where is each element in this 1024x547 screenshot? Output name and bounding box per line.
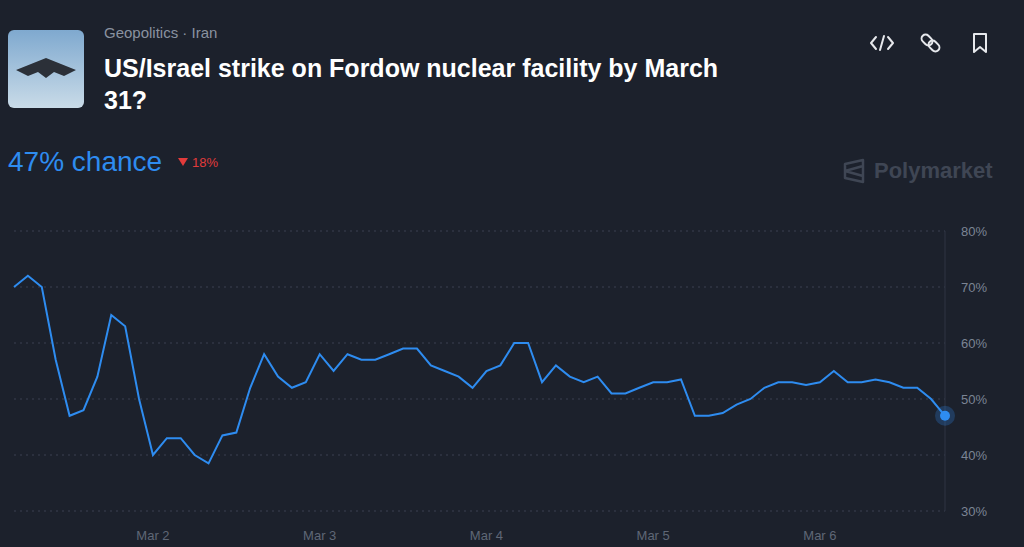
svg-text:40%: 40% xyxy=(961,448,987,463)
svg-text:Mar 3: Mar 3 xyxy=(303,528,336,543)
svg-text:70%: 70% xyxy=(961,280,987,295)
svg-text:Mar 5: Mar 5 xyxy=(637,528,670,543)
html-text:18%: 18% xyxy=(192,154,219,170)
html-text:Geopolitics · Iran: Geopolitics · Iran xyxy=(104,24,218,41)
html-text:Polymarket: Polymarket xyxy=(874,158,993,183)
svg-text:Mar 4: Mar 4 xyxy=(470,528,503,543)
svg-text:Mar 2: Mar 2 xyxy=(136,528,169,543)
svg-text:Mar 6: Mar 6 xyxy=(803,528,836,543)
svg-text:30%: 30% xyxy=(961,504,987,519)
html-text:47% chance: 47% chance xyxy=(8,146,163,177)
html-text:US/Israel strike on Fordow nuc: US/Israel strike on Fordow nuclear facil… xyxy=(104,54,719,114)
svg-text:50%: 50% xyxy=(961,392,987,407)
svg-text:80%: 80% xyxy=(961,224,987,239)
svg-text:60%: 60% xyxy=(961,336,987,351)
